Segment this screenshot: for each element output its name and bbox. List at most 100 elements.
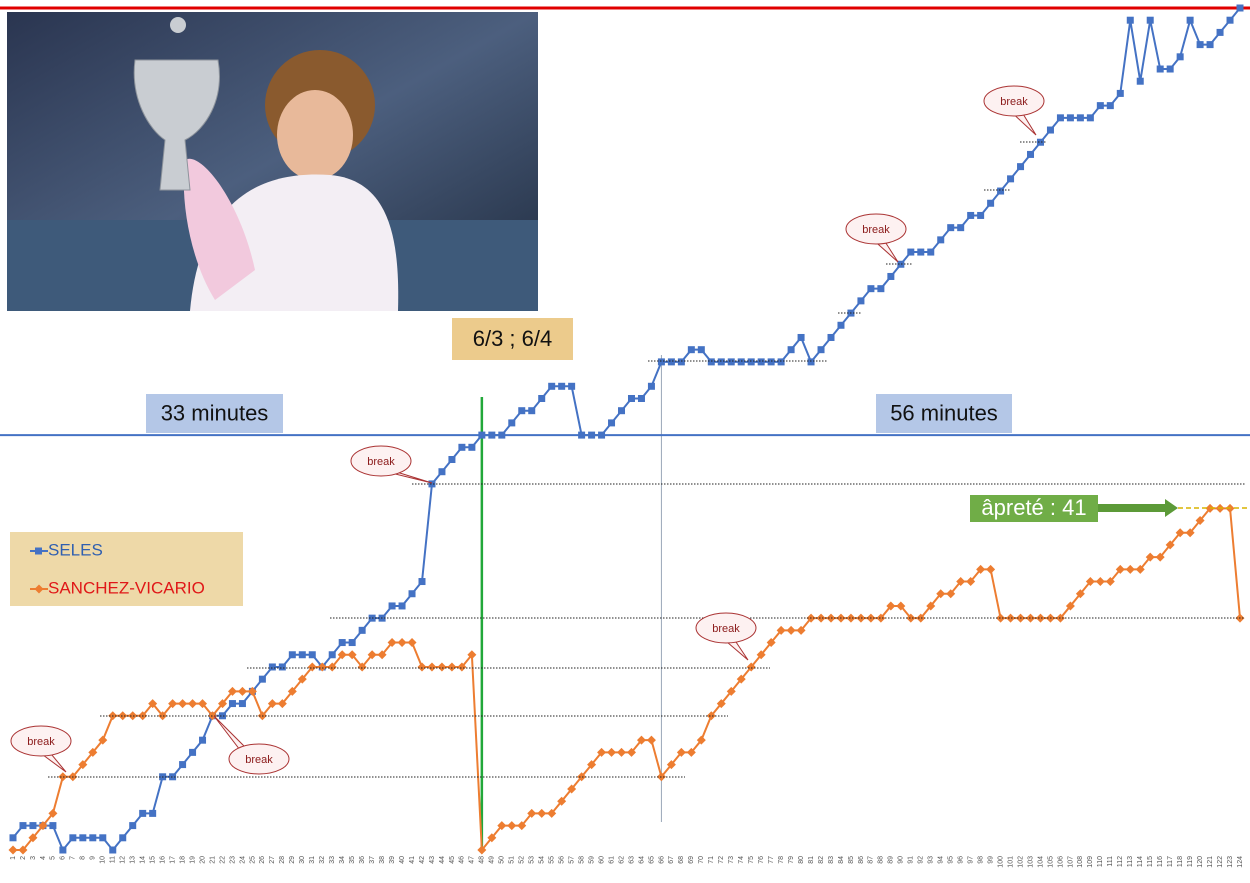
x-tick-label: 3 [30,856,37,860]
x-tick-label: 86 [858,856,865,864]
marker [886,601,896,611]
photo [7,12,538,311]
marker [896,601,906,611]
marker [907,248,915,256]
x-tick-label: 111 [1107,856,1114,867]
marker [1056,114,1064,122]
x-tick-label: 60 [598,856,605,864]
marker [667,358,675,366]
x-tick-label: 85 [848,856,855,864]
marker [1095,577,1105,587]
x-tick-label: 113 [1127,856,1134,867]
x-tick-label: 88 [878,856,885,864]
x-tick-label: 59 [588,856,595,864]
left-time-box [146,394,283,433]
x-tick-label: 71 [708,856,715,864]
marker [937,236,945,244]
marker [647,382,655,390]
marker [148,699,158,709]
x-tick-label: 74 [738,856,745,864]
x-tick-label: 46 [459,856,466,864]
x-tick-label: 80 [798,856,805,864]
x-tick-label: 83 [828,856,835,864]
marker [59,846,67,854]
marker [1116,89,1124,97]
marker [387,638,397,648]
marker [1226,16,1234,24]
x-tick-label: 69 [688,856,695,864]
marker [537,808,547,818]
marker [69,834,77,842]
x-tick-label: 79 [788,856,795,864]
marker [1175,528,1185,538]
marker [398,602,406,610]
x-tick-label: 115 [1147,856,1154,867]
marker [119,834,127,842]
marker [129,822,137,830]
marker [1145,552,1155,562]
x-tick-label: 100 [997,856,1004,868]
break-bubble [983,85,1045,117]
x-tick-label: 55 [549,856,556,864]
x-tick-label: 81 [808,856,815,864]
marker [756,650,766,660]
marker [977,211,985,219]
marker [29,822,37,830]
x-tick-label: 38 [379,856,386,864]
harshness: âpreté : 41 [981,495,1086,520]
marker [377,650,387,660]
marker [618,407,626,415]
marker [1076,114,1084,122]
marker [337,650,347,660]
x-tick-label: 20 [199,856,206,864]
legend-box [10,532,243,606]
x-tick-label: 114 [1137,856,1144,867]
marker [827,333,835,341]
x-tick-label: 30 [299,856,306,864]
x-tick-label: 40 [399,856,406,864]
marker [217,699,227,709]
x-tick-label: 97 [968,856,975,864]
marker [188,699,198,709]
break-label: break [712,623,740,635]
x-tick-label: 61 [608,856,615,864]
x-tick-label: 112 [1117,856,1124,867]
x-tick-label: 90 [898,856,905,864]
marker [986,564,996,574]
break-bubble [228,743,290,775]
marker [507,821,517,831]
marker [956,577,966,587]
marker [258,675,266,683]
x-tick-label: 22 [219,856,226,864]
x-tick-label: 17 [169,856,176,864]
marker [358,626,366,634]
marker [1006,613,1016,623]
x-tick-label: 37 [369,856,376,864]
marker [407,638,417,648]
marker [636,735,646,745]
marker [1086,114,1094,122]
x-tick-label: 29 [289,856,296,864]
marker [487,833,497,843]
marker [1176,53,1184,61]
marker [997,187,1005,195]
marker [237,686,247,696]
marker [577,772,587,782]
x-tick-label: 45 [449,856,456,864]
marker [906,613,916,623]
x-tick-label: 36 [359,856,366,864]
x-tick-label: 118 [1177,856,1184,867]
x-tick-label: 124 [1237,856,1244,868]
marker [328,651,336,659]
x-tick-label: 28 [279,856,286,864]
x-tick-label: 93 [928,856,935,864]
marker [627,394,635,402]
x-tick-label: 5 [50,856,57,860]
x-tick-label: 63 [628,856,635,864]
marker [717,358,725,366]
x-tick-label: 2 [20,856,27,860]
marker [1115,564,1125,574]
marker [338,639,346,647]
